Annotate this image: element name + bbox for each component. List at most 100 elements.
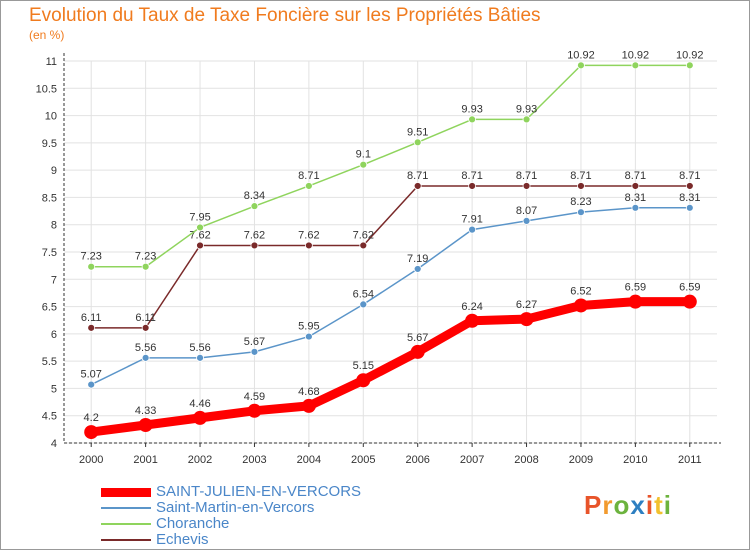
legend-swatch — [101, 523, 151, 525]
data-point — [631, 203, 640, 212]
data-label: 6.59 — [679, 282, 700, 294]
series-line — [86, 297, 695, 437]
y-tick-label: 6.5 — [42, 302, 57, 314]
series-group: 6.11 6.11 7.62 7.62 7.62 7.62 8.71 8.71 8.71 8.71… — [80, 49, 704, 440]
data-label: 4.2 — [84, 412, 99, 424]
data-point — [196, 241, 204, 250]
data-label: 8.71 — [570, 170, 591, 182]
x-tick-label: 2002 — [188, 454, 212, 466]
data-label: 8.71 — [625, 170, 646, 182]
data-point — [301, 398, 316, 413]
data-point — [685, 203, 694, 212]
data-point — [304, 241, 313, 250]
data-label: 4.33 — [135, 405, 156, 417]
data-point — [359, 241, 368, 250]
data-label: 8.71 — [461, 170, 482, 182]
y-tick-label: 4 — [51, 438, 57, 450]
y-tick-label: 10 — [45, 111, 57, 123]
data-label: 6.11 — [135, 312, 156, 324]
data-label: 9.93 — [461, 103, 482, 115]
x-tick-label: 2008 — [514, 454, 538, 466]
data-label: 7.62 — [244, 229, 265, 241]
series-line — [90, 64, 691, 268]
data-point — [522, 115, 531, 124]
y-tick-label: 5 — [51, 383, 57, 395]
data-point — [631, 61, 640, 70]
data-point — [685, 61, 694, 70]
logo-letter: r — [602, 490, 614, 520]
data-label: 7.62 — [298, 229, 319, 241]
data-point — [413, 265, 422, 273]
legend-label: Echevis — [156, 531, 209, 548]
legend-swatch — [101, 487, 151, 497]
data-point — [410, 344, 425, 359]
data-point — [87, 380, 96, 389]
data-point — [250, 241, 259, 250]
data-point — [304, 332, 313, 341]
y-tick-label: 9 — [51, 165, 57, 177]
data-point — [196, 223, 204, 232]
data-label: 7.62 — [189, 229, 210, 241]
chart-title: Evolution du Taux de Taxe Foncière sur l… — [29, 5, 541, 26]
logo-letter: i — [645, 490, 655, 520]
data-point — [577, 182, 585, 190]
x-tick-label: 2011 — [678, 454, 702, 466]
grid — [64, 60, 717, 444]
logo-letter: t — [654, 490, 664, 520]
data-point — [413, 182, 422, 190]
data-point — [359, 160, 368, 169]
data-label: 8.07 — [516, 205, 537, 217]
data-point — [628, 294, 643, 309]
data-point — [359, 300, 368, 309]
y-tick-label: 6 — [51, 329, 57, 341]
data-label: 7.23 — [135, 251, 156, 263]
data-point — [577, 208, 585, 217]
data-label: 5.56 — [189, 342, 210, 354]
y-tick-label: 5.5 — [42, 356, 57, 368]
x-tick-label: 2003 — [242, 454, 266, 466]
x-axis-ticks: 2000 2001 2002 2003 2004 2005 2006 2007 2008 2009… — [79, 454, 702, 466]
data-label: 7.95 — [189, 211, 210, 223]
data-point — [519, 312, 534, 327]
data-label: 8.31 — [679, 192, 700, 204]
y-tick-label: 8 — [51, 220, 57, 232]
data-label: 10.92 — [622, 49, 650, 61]
data-point — [682, 294, 697, 309]
data-point — [577, 61, 585, 70]
x-tick-label: 2000 — [79, 454, 103, 466]
logo-letter: P — [584, 490, 603, 520]
data-point — [250, 347, 259, 356]
data-label: 8.71 — [407, 170, 428, 182]
series-2: 7.23 7.23 7.95 8.34 8.71 9.1 9.51 9.93 9.93 10.92… — [80, 49, 704, 271]
data-label: 6.59 — [625, 282, 646, 294]
data-point — [468, 115, 477, 124]
data-point — [193, 410, 208, 425]
data-point — [196, 353, 204, 362]
x-tick-label: 2007 — [460, 454, 484, 466]
logo-letter: o — [613, 490, 631, 520]
data-point — [250, 202, 259, 211]
x-tick-label: 2004 — [297, 454, 321, 466]
data-point — [413, 138, 422, 147]
x-tick-label: 2005 — [351, 454, 375, 466]
data-point — [141, 353, 150, 362]
data-label: 7.19 — [407, 253, 428, 265]
y-tick-label: 4.5 — [42, 411, 57, 423]
data-label: 8.71 — [516, 170, 537, 182]
y-tick-label: 10.5 — [36, 83, 57, 95]
data-label: 7.23 — [80, 251, 101, 263]
y-tick-label: 7.5 — [42, 247, 57, 259]
x-tick-label: 2009 — [569, 454, 593, 466]
data-label: 8.34 — [244, 190, 265, 202]
data-label: 9.93 — [516, 103, 537, 115]
series-1: 5.07 5.56 5.56 5.67 5.95 6.54 7.19 7.91 8.07 8.23… — [80, 192, 701, 389]
data-label: 5.67 — [244, 336, 265, 348]
logo-letter: x — [630, 490, 646, 520]
legend-swatch — [101, 507, 151, 509]
data-point — [304, 182, 313, 190]
data-point — [468, 182, 477, 190]
y-tick-label: 11 — [46, 56, 57, 68]
legend-label: SAINT-JULIEN-EN-VERCORS — [156, 483, 362, 500]
data-point — [87, 262, 96, 271]
